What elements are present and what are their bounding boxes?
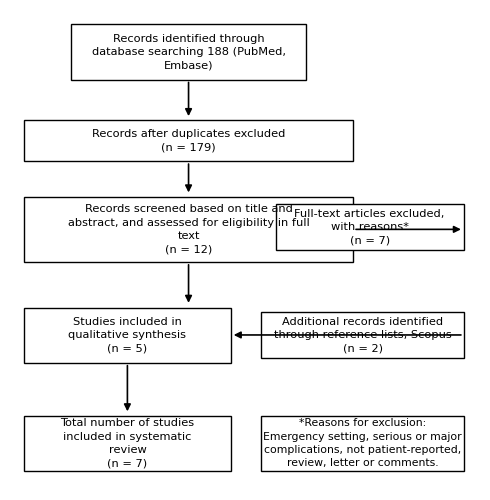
Text: text: text	[177, 232, 200, 241]
Text: Full-text articles excluded,
with reasons*
(n = 7): Full-text articles excluded, with reason…	[294, 209, 445, 246]
Text: abstract, and assessed for eligibility in full: abstract, and assessed for eligibility i…	[68, 218, 309, 228]
Text: Studies included in
qualitative synthesis
(n = 5): Studies included in qualitative synthesi…	[69, 317, 186, 354]
Text: Records screened based on title and: Records screened based on title and	[85, 204, 293, 214]
Text: Additional records identified
through reference lists, Scopus
(n = 2): Additional records identified through re…	[274, 317, 451, 354]
Text: Total number of studies
included in systematic
review
(n = 7): Total number of studies included in syst…	[60, 418, 195, 468]
Text: abstract, and assessed for eligibility in full: abstract, and assessed for eligibility i…	[68, 218, 309, 228]
FancyBboxPatch shape	[262, 416, 464, 471]
Text: (n = 12): (n = 12)	[165, 245, 212, 255]
FancyBboxPatch shape	[24, 120, 353, 161]
FancyBboxPatch shape	[24, 308, 231, 363]
Text: Records identified through
database searching 188 (PubMed,
Embase): Records identified through database sear…	[92, 34, 286, 70]
Text: *Reasons for exclusion:
Emergency setting, serious or major
complications, not p: *Reasons for exclusion: Emergency settin…	[263, 418, 462, 468]
FancyBboxPatch shape	[24, 197, 353, 262]
FancyBboxPatch shape	[24, 416, 231, 471]
FancyBboxPatch shape	[262, 312, 464, 358]
FancyBboxPatch shape	[71, 24, 306, 80]
Text: Records after duplicates excluded
(n = 179): Records after duplicates excluded (n = 1…	[92, 129, 285, 152]
FancyBboxPatch shape	[275, 204, 464, 250]
